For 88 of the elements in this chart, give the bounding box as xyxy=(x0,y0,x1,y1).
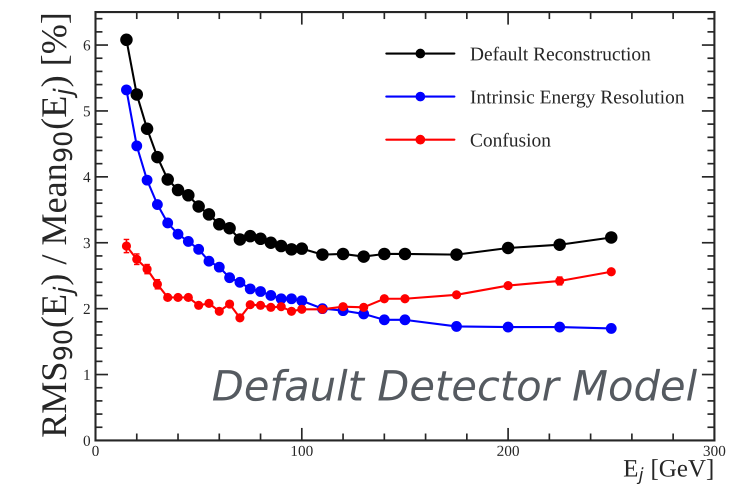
x-axis-title: E$_{j}$ [GeV] xyxy=(624,459,712,484)
x-tick-label: 200 xyxy=(497,446,519,456)
annotation: Default Detector Model xyxy=(212,368,697,402)
point xyxy=(172,228,184,240)
point xyxy=(606,267,616,276)
y-tick-label: 1 xyxy=(84,370,90,380)
point xyxy=(450,248,463,261)
point xyxy=(502,322,514,333)
point xyxy=(605,231,618,244)
point xyxy=(276,302,286,312)
point xyxy=(502,242,514,254)
legend-label: Default Reconstruction xyxy=(470,46,651,61)
point xyxy=(297,304,306,314)
point xyxy=(182,189,195,202)
point xyxy=(504,280,513,290)
point xyxy=(235,313,244,322)
point xyxy=(130,88,144,101)
x-tick-label: 0 xyxy=(92,446,99,456)
x-tick-label: 300 xyxy=(704,446,726,456)
point xyxy=(378,314,390,326)
point xyxy=(151,150,164,164)
point xyxy=(265,290,276,301)
point xyxy=(214,262,225,273)
point xyxy=(121,84,132,96)
point xyxy=(338,302,348,312)
point xyxy=(244,283,256,294)
point xyxy=(380,294,389,304)
point xyxy=(286,306,296,316)
point xyxy=(336,248,350,260)
point xyxy=(452,290,462,300)
point xyxy=(400,314,410,326)
point xyxy=(184,292,193,302)
point xyxy=(204,256,214,267)
point xyxy=(163,292,172,302)
point xyxy=(451,321,462,332)
y-tick-label: 5 xyxy=(84,106,90,116)
point xyxy=(274,240,288,252)
point xyxy=(316,248,329,261)
y-tick-label: 3 xyxy=(84,238,90,248)
y-tick-label: 4 xyxy=(83,172,90,182)
point xyxy=(172,184,184,196)
point xyxy=(182,236,194,247)
point xyxy=(276,293,287,304)
point xyxy=(554,322,566,333)
point xyxy=(266,302,276,312)
point xyxy=(246,300,255,310)
point xyxy=(398,248,412,260)
point xyxy=(161,173,174,186)
point xyxy=(214,306,224,316)
point xyxy=(255,286,266,297)
point xyxy=(264,236,278,249)
y-tick-label: 6 xyxy=(84,40,90,50)
point xyxy=(400,294,410,304)
point xyxy=(378,248,391,260)
point xyxy=(296,295,308,306)
point xyxy=(359,302,368,312)
point xyxy=(225,299,234,309)
y-tick-label: 0 xyxy=(84,436,90,446)
point xyxy=(244,230,256,242)
point xyxy=(204,298,214,308)
legend-label: Intrinsic Energy Resolution xyxy=(470,90,684,108)
point xyxy=(357,250,370,263)
point xyxy=(140,122,154,135)
point xyxy=(254,232,267,246)
point xyxy=(286,293,297,304)
point xyxy=(234,276,246,288)
text: RMS$_{90}$(E$_{j}$) / Mean$_{90}$(E$_{j}$) [%] xyxy=(40,14,78,437)
point xyxy=(193,244,204,255)
point xyxy=(285,243,298,256)
point xyxy=(256,300,266,310)
point xyxy=(296,242,308,255)
point xyxy=(152,199,163,210)
point xyxy=(192,200,205,213)
point xyxy=(606,322,617,334)
x-tick-label: 100 xyxy=(292,446,313,456)
point xyxy=(162,218,174,228)
point xyxy=(234,233,246,246)
legend-label: Confusion xyxy=(470,132,551,147)
point xyxy=(224,272,236,284)
point xyxy=(194,300,204,310)
point xyxy=(213,218,226,231)
point xyxy=(553,238,566,251)
y-tick-label: 2 xyxy=(84,304,90,314)
point xyxy=(223,222,236,234)
point xyxy=(131,140,142,152)
point xyxy=(202,208,216,221)
point xyxy=(142,174,152,186)
point xyxy=(173,292,183,302)
